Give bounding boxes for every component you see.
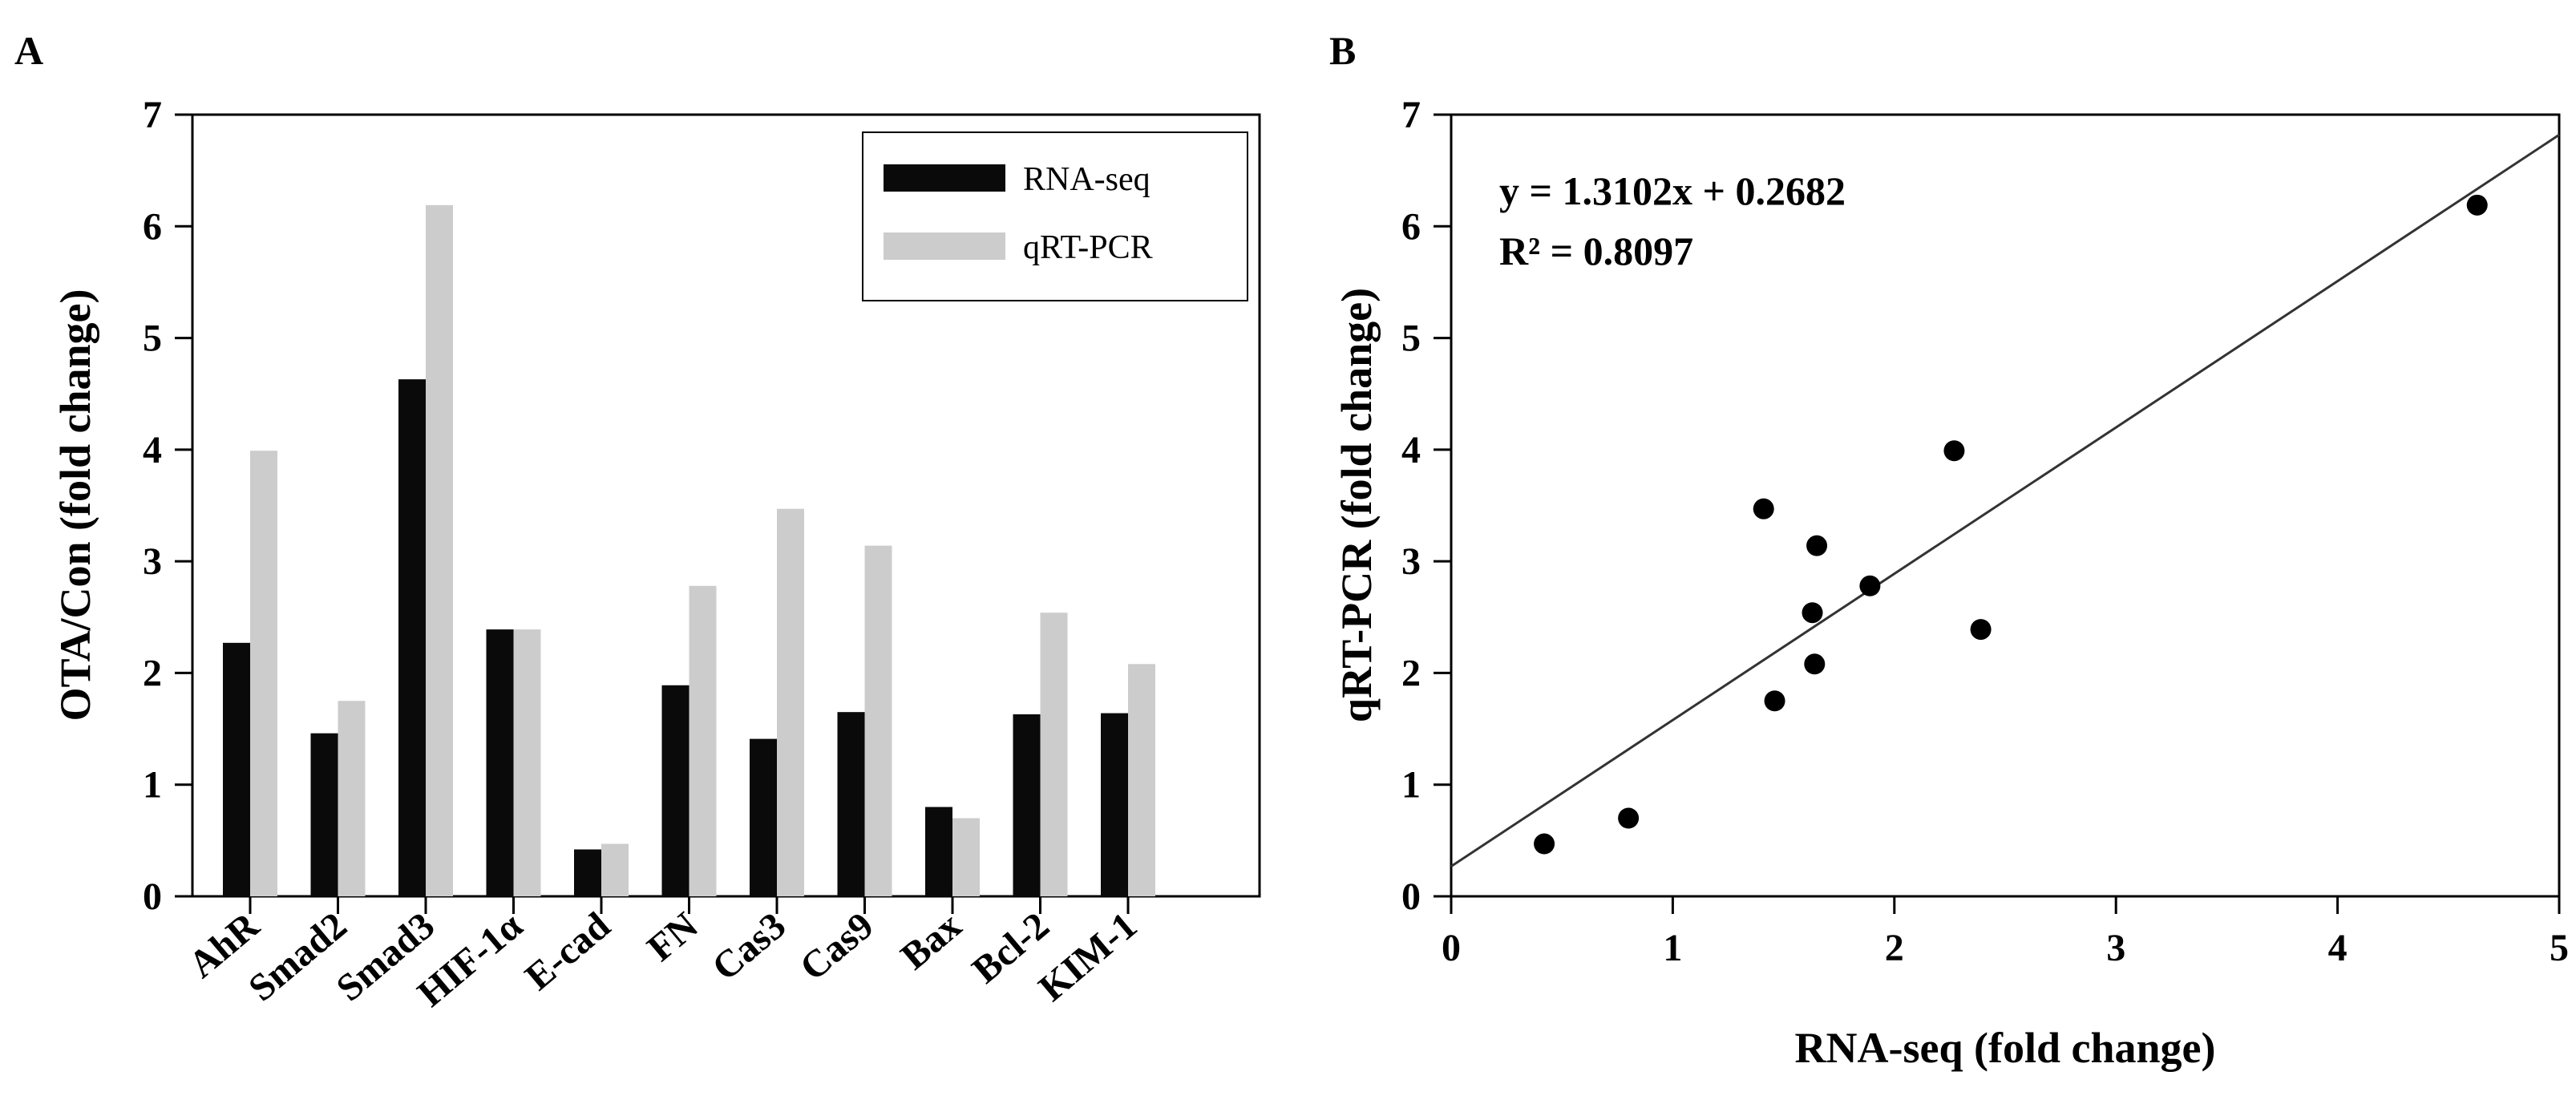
scatter-point-5 [1804, 653, 1826, 675]
panel-b-x-axis-title: RNA-seq (fold change) [1795, 1024, 2216, 1072]
panel-b-points [1534, 194, 2488, 855]
scatter-point-3 [1764, 690, 1785, 712]
scatter-point-0 [1534, 833, 1555, 855]
y-tick-label: 3 [1401, 540, 1421, 583]
bar-qrt-pcr-2 [426, 204, 453, 897]
x-tick-label: Cas3 [704, 904, 794, 989]
scatter-point-1 [1618, 807, 1640, 829]
y-tick-label: 1 [143, 764, 162, 807]
y-tick-label: 6 [1401, 205, 1421, 248]
scatter-point-10 [2466, 194, 2488, 216]
bar-rna-seq-10 [1101, 713, 1128, 896]
legend-swatch-rna-seq [884, 164, 1005, 192]
scatter-point-4 [1802, 602, 1823, 624]
bar-rna-seq-1 [310, 733, 338, 896]
y-tick-label: 7 [1401, 94, 1421, 136]
y-tick-label: 4 [1401, 429, 1421, 471]
bar-rna-seq-4 [574, 849, 601, 896]
y-tick-label: 2 [1401, 652, 1421, 694]
bar-rna-seq-5 [661, 685, 689, 896]
x-tick-label: Cas9 [792, 904, 882, 989]
x-tick-label: 3 [2106, 927, 2125, 969]
regression-line [1450, 133, 2560, 867]
y-tick-label: 4 [143, 429, 162, 471]
scatter-point-7 [1859, 575, 1881, 596]
y-tick-label: 7 [143, 94, 162, 136]
scatter-point-2 [1753, 498, 1774, 520]
bar-rna-seq-0 [223, 642, 250, 896]
bar-qrt-pcr-8 [952, 818, 980, 896]
x-tick-label: E-cad [517, 904, 618, 999]
bar-qrt-pcr-10 [1128, 664, 1155, 896]
panel-b-x-axis: 0 1 2 3 4 5 [1442, 896, 2569, 969]
regression-equation: y = 1.3102x + 0.2682 [1499, 168, 1846, 213]
y-tick-label: 0 [1401, 875, 1421, 918]
bar-rna-seq-6 [750, 738, 777, 896]
y-tick-label: 5 [143, 317, 162, 360]
bar-qrt-pcr-0 [250, 451, 277, 896]
x-tick-label: 2 [1885, 927, 1904, 969]
panel-b: B 0 1 2 3 4 5 6 7 0 1 2 3 4 5 y = 1.3102x + 0.2682 R… [1329, 28, 2569, 1072]
x-tick-label: 0 [1442, 927, 1461, 969]
panel-a-bars [223, 204, 1155, 897]
legend-label-qrt-pcr: qRT-PCR [1023, 229, 1153, 266]
y-tick-label: 5 [1401, 317, 1421, 360]
bar-qrt-pcr-3 [513, 629, 541, 896]
panel-b-y-axis-title: qRT-PCR (fold change) [1332, 288, 1381, 722]
bar-rna-seq-3 [486, 629, 514, 896]
y-tick-label: 0 [143, 875, 162, 918]
bar-rna-seq-7 [837, 712, 865, 896]
bar-qrt-pcr-1 [338, 701, 366, 896]
x-tick-label: Smad2 [241, 904, 354, 1009]
legend-swatch-qrt-pcr [884, 232, 1005, 260]
panel-a-legend: RNA-seq qRT-PCR [862, 131, 1248, 301]
y-tick-label: 3 [143, 540, 162, 583]
scatter-point-8 [1943, 440, 1965, 462]
legend-box [862, 131, 1248, 301]
x-tick-label: KIM-1 [1031, 904, 1145, 1009]
panel-a-y-axis: 0 1 2 3 4 5 6 7 [143, 94, 192, 918]
y-tick-label: 6 [143, 205, 162, 248]
bar-qrt-pcr-9 [1040, 613, 1068, 896]
bar-qrt-pcr-7 [864, 545, 892, 896]
x-tick-label: FN [639, 904, 706, 970]
panel-a-y-axis-title: OTA/Con (fold change) [51, 289, 99, 721]
panel-b-label: B [1329, 28, 1356, 73]
r-squared-label: R² = 0.8097 [1499, 228, 1693, 273]
bar-rna-seq-2 [398, 379, 426, 896]
bar-rna-seq-9 [1013, 714, 1041, 896]
scatter-point-6 [1806, 535, 1828, 556]
scatter-point-9 [1970, 619, 1992, 641]
x-tick-label: Bax [893, 904, 969, 978]
y-tick-label: 1 [1401, 764, 1421, 807]
x-tick-label: 1 [1663, 927, 1682, 969]
panel-a-label: A [14, 28, 43, 73]
panel-b-plot-frame [1450, 113, 2561, 898]
panel-b-y-axis: 0 1 2 3 4 5 6 7 [1401, 94, 1451, 918]
bar-qrt-pcr-6 [777, 508, 804, 896]
y-tick-label: 2 [143, 652, 162, 694]
x-tick-label: 4 [2328, 927, 2348, 969]
bar-qrt-pcr-4 [601, 843, 629, 896]
bar-rna-seq-8 [925, 807, 952, 896]
bar-qrt-pcr-5 [689, 585, 717, 896]
x-tick-label: 5 [2550, 927, 2569, 969]
legend-label-rna-seq: RNA-seq [1023, 161, 1151, 198]
panel-a-plot-frame [191, 113, 1261, 898]
